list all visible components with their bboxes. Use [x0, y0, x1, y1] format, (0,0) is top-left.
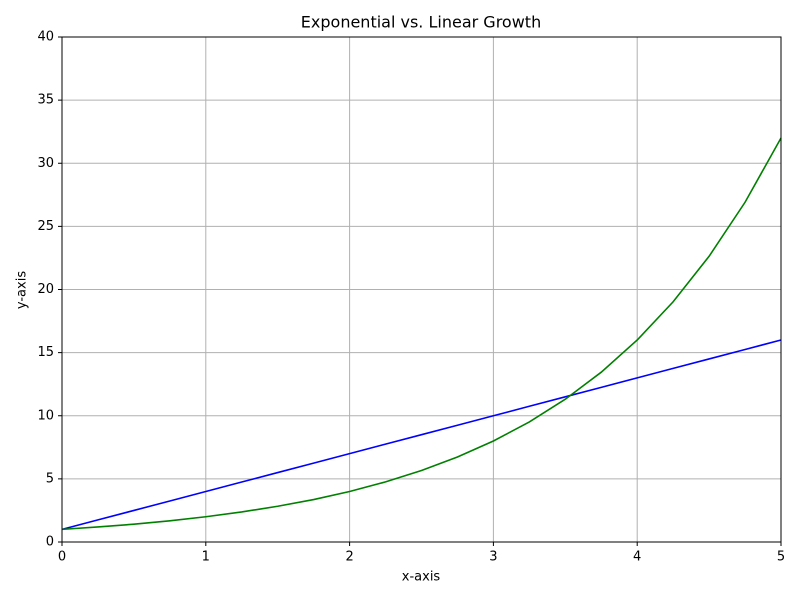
y-tick-label: 5	[46, 471, 54, 486]
y-tick-label: 30	[37, 156, 54, 171]
y-axis-label: y-axis	[15, 271, 30, 309]
x-tick-label: 2	[345, 550, 353, 565]
line-series	[61, 137, 782, 531]
y-tick-label: 20	[37, 282, 54, 297]
y-tick-label: 10	[37, 408, 54, 423]
x-tick-label: 0	[58, 550, 66, 565]
chart-title: Exponential vs. Linear Growth	[301, 13, 541, 32]
grid	[61, 36, 782, 543]
x-tick-label: 5	[777, 550, 785, 565]
y-tick-label: 25	[37, 219, 54, 234]
line-series	[61, 339, 782, 531]
y-tick-label: 0	[46, 535, 54, 550]
y-tick-label: 35	[37, 93, 54, 108]
x-tick-label: 4	[633, 550, 641, 565]
y-tick-label: 40	[37, 30, 54, 45]
plot-area	[61, 137, 782, 531]
x-tick-label: 1	[202, 550, 210, 565]
x-axis-label: x-axis	[402, 570, 441, 585]
x-tick-label: 3	[489, 550, 497, 565]
y-tick-label: 15	[37, 345, 54, 360]
